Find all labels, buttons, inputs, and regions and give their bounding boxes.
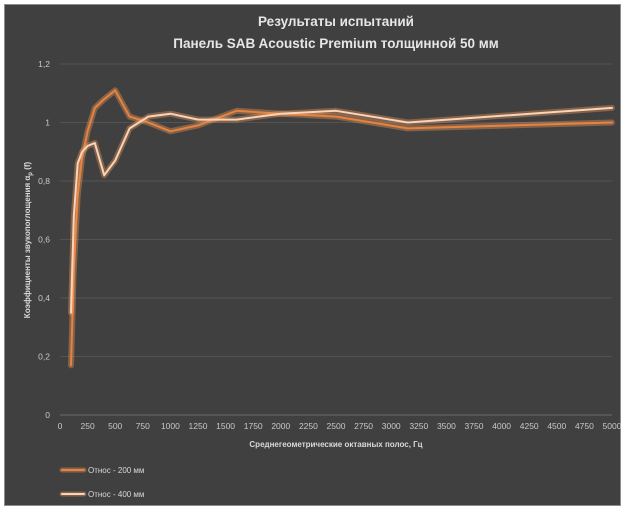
plot-series [68,87,615,369]
data-point [147,121,150,124]
x-tick-label: 1000 [161,421,180,431]
x-tick-labels: 0 250 500 750 1000 1250 1500 1750 2000 2250 2500 27… [58,421,622,431]
x-tick-label: 1750 [244,421,263,431]
data-point [279,112,282,115]
x-tick-label: 250 [81,421,95,431]
x-tick-label: 2500 [327,421,346,431]
y-tick-label: 1,2 [38,59,50,69]
data-point [197,124,200,127]
x-tick-label: 1500 [216,421,235,431]
data-point [147,115,150,118]
data-point [197,118,200,121]
data-point [114,89,117,92]
y-tick-label: 1 [45,118,50,128]
data-point [335,109,338,112]
data-point [93,106,96,109]
x-tick-label: 3000 [382,421,401,431]
x-tick-label: 3500 [437,421,456,431]
data-point [235,109,238,112]
y-axis-title-tail: (f) [23,161,32,172]
data-point [86,144,89,147]
x-tick-label: 750 [136,421,150,431]
series-line [70,106,613,314]
x-tick-label: 2250 [299,421,318,431]
y-axis-title-main: Коэффициенты звукопоглощения α [23,176,32,319]
data-point [406,127,409,130]
y-tick-label: 0 [45,410,50,420]
x-tick-label: 3750 [465,421,484,431]
x-tick-label: 500 [108,421,122,431]
data-point [169,130,172,133]
x-tick-label: 2000 [271,421,290,431]
y-tick-labels: 0 0,2 0,4 0,6 0,8 1 1,2 [38,59,50,420]
data-point [335,115,338,118]
legend: Относ - 200 мм Относ - 400 мм [59,466,144,499]
x-tick-label: 1250 [189,421,208,431]
y-tick-label: 0,8 [38,176,50,186]
data-point [81,150,84,153]
data-point [70,364,73,367]
x-tick-label: 4750 [575,421,594,431]
data-point [406,121,409,124]
data-point [72,215,75,218]
y-tick-label: 0,4 [38,293,50,303]
data-point [93,141,96,144]
chart-title: Результаты испытаний [258,14,414,29]
y-tick-label: 0,6 [38,235,50,245]
data-point [611,106,614,109]
data-point [169,112,172,115]
data-point [128,127,131,130]
data-point [103,98,106,101]
data-point [103,174,106,177]
y-axis-title-subscript: p [28,172,34,176]
data-point [611,121,614,124]
y-axis-title: Коэффициенты звукопоглощения αp (f) [23,161,34,318]
data-point [86,130,89,133]
chart-background [4,4,621,506]
x-tick-label: 0 [58,421,63,431]
x-tick-label: 4500 [547,421,566,431]
data-point [114,159,117,162]
x-tick-label: 4000 [492,421,511,431]
data-point [76,162,79,165]
x-tick-label: 2750 [354,421,373,431]
x-tick-label: 5000 [603,421,622,431]
y-tick-label: 0,2 [38,352,50,362]
data-point [235,118,238,121]
legend-label: Относ - 200 мм [88,466,144,475]
chart-subtitle: Панель SAB Acoustic Premium толщинной 50… [173,36,499,51]
series-line [70,89,613,367]
x-tick-label: 3250 [409,421,428,431]
x-tick-label: 4250 [520,421,539,431]
gridlines [60,63,612,416]
legend-label: Относ - 400 мм [88,490,144,499]
data-point [70,311,73,314]
x-axis-title: Среднегеометрические октавных полос, Гц [249,440,422,449]
data-point [128,115,131,118]
